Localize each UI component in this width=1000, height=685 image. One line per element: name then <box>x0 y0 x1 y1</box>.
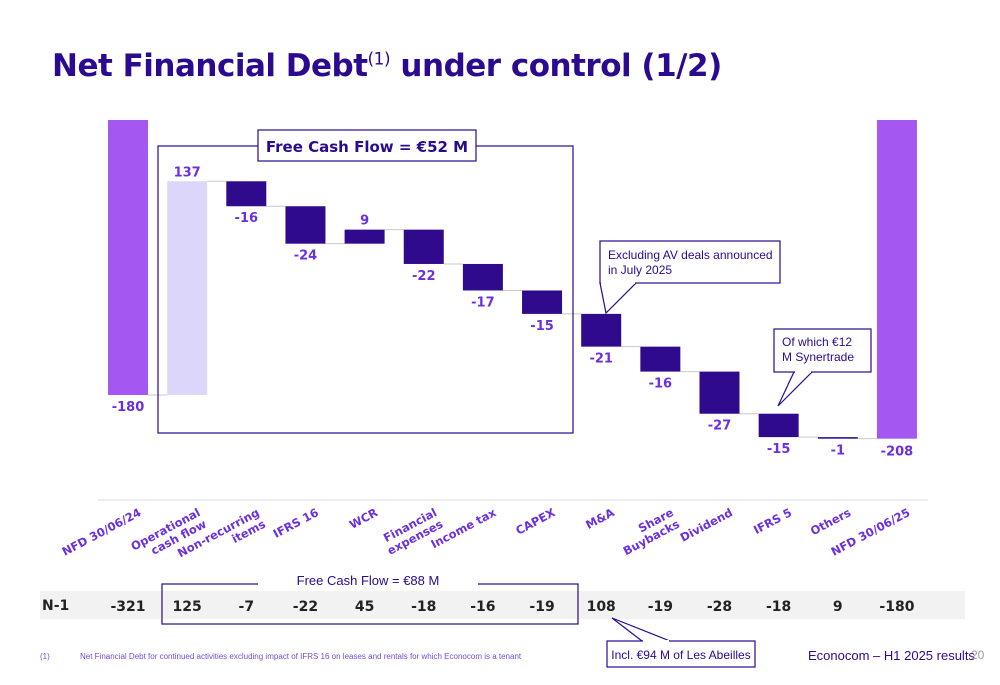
title-footnote-ref: (1) <box>367 49 391 70</box>
category-label-7: CAPEX <box>513 505 557 537</box>
bar-6 <box>462 263 503 291</box>
category-label-3: IFRS 16 <box>271 505 321 540</box>
data-label-8: -21 <box>589 352 613 367</box>
n1-value-5: -18 <box>411 599 436 615</box>
bar-12 <box>817 437 858 439</box>
data-label-12: -1 <box>831 444 845 459</box>
n1-value-3: -22 <box>293 599 318 615</box>
data-label-5: -22 <box>412 269 436 284</box>
data-label-3: -24 <box>294 249 318 264</box>
bar-10 <box>699 371 740 414</box>
category-label-8: M&A <box>583 505 616 532</box>
data-label-13: -208 <box>881 445 914 460</box>
bar-5 <box>403 229 444 264</box>
bar-7 <box>522 290 563 314</box>
data-label-10: -27 <box>708 419 732 434</box>
n1-value-1: 125 <box>173 599 202 615</box>
bar-11 <box>758 413 799 438</box>
n1-value-7: -19 <box>529 599 554 615</box>
callout-ifrs5-box <box>773 328 872 373</box>
n1-value-12: 9 <box>833 599 843 615</box>
fcf-label-box <box>257 129 477 162</box>
n1-value-9: -19 <box>648 599 673 615</box>
footer-text: Econocom – H1 2025 results <box>808 648 975 663</box>
title-main: Net Financial Debt <box>52 48 368 84</box>
n1-value-10: -28 <box>707 599 732 615</box>
callout-ma-box <box>599 240 781 284</box>
callout-ifrs5-text: Of which €12 M Synertrade <box>782 335 854 364</box>
n1-row-bg <box>40 591 965 619</box>
page-number: 20 <box>971 648 985 662</box>
data-label-2: -16 <box>235 211 259 226</box>
category-label-11: IFRS 5 <box>751 505 794 537</box>
n1-row-label: N-1 <box>42 598 69 614</box>
category-label-12: Others <box>808 505 853 538</box>
footnote-text: Net Financial Debt for continued activit… <box>80 652 522 661</box>
data-label-11: -15 <box>767 442 791 457</box>
data-label-0: -180 <box>112 400 145 415</box>
data-label-9: -16 <box>649 377 673 392</box>
data-label-1: 137 <box>174 165 201 180</box>
bar-0 <box>108 120 148 395</box>
page-title: Net Financial Debt(1) under control (1/2… <box>52 48 722 84</box>
n1-value-6: -16 <box>470 599 495 615</box>
bar-8 <box>581 313 622 347</box>
callout-ma-pointer <box>599 282 638 315</box>
n1-value-13: -180 <box>879 599 914 615</box>
callout-abeilles-box <box>606 640 756 668</box>
data-label-6: -17 <box>471 295 495 310</box>
bar-13 <box>876 120 917 439</box>
n1-value-8: 108 <box>587 599 616 615</box>
category-label-4: WCR <box>347 505 380 532</box>
bar-4 <box>344 229 385 244</box>
footnote-number: (1) <box>40 652 50 661</box>
category-label-0: NFD 30/06/24 <box>60 505 144 558</box>
title-rest: under control (1/2) <box>390 48 722 84</box>
category-label-9: ShareBuybacks <box>615 505 682 558</box>
callout-ifrs5-pointer <box>777 371 814 407</box>
n1-value-2: -7 <box>239 599 255 615</box>
callout-abeilles-pointer <box>611 617 671 642</box>
bar-2 <box>226 181 267 207</box>
footnote: (1) Net Financial Debt for continued acti… <box>40 652 521 661</box>
n1-fcf-label: Free Cash Flow = €88 M <box>297 573 440 588</box>
fcf-bracket <box>157 145 574 434</box>
bar-3 <box>285 206 326 244</box>
n1-fcf-label-bg <box>258 570 478 590</box>
data-label-7: -15 <box>530 319 554 334</box>
bar-9 <box>640 346 681 372</box>
category-label-10: Dividend <box>678 505 735 544</box>
n1-value-4: 45 <box>355 599 374 615</box>
callout-abeilles-text: Incl. €94 M of Les Abeilles <box>611 648 750 662</box>
callout-ma-text: Excluding AV deals announced in July 2025 <box>608 248 773 277</box>
fcf-label: Free Cash Flow = €52 M <box>266 138 468 156</box>
n1-value-11: -18 <box>766 599 791 615</box>
n1-value-0: -321 <box>110 599 145 615</box>
bar-1 <box>167 181 208 395</box>
data-label-4: 9 <box>360 214 369 229</box>
